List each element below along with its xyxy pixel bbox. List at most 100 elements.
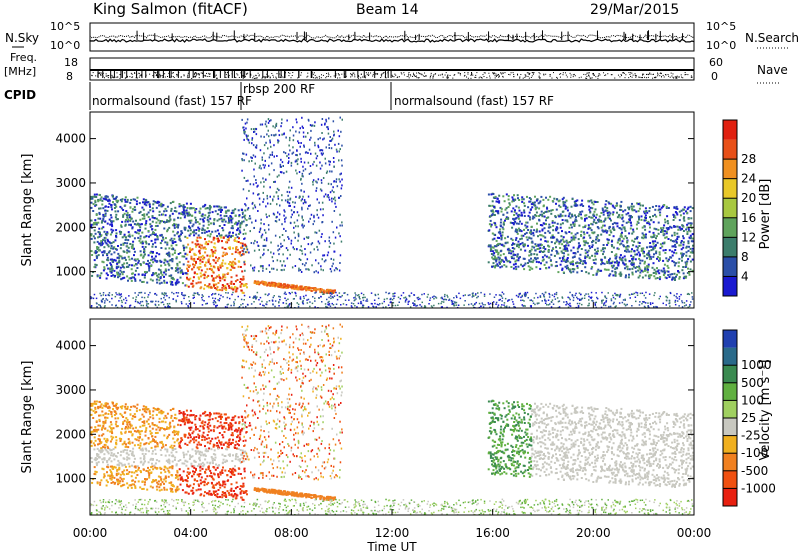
- nave-point: [290, 77, 292, 79]
- cpid-label: CPID: [4, 88, 36, 102]
- freq-tick-low: 8: [66, 70, 73, 83]
- power-cell: [604, 247, 606, 250]
- power-cell: [680, 252, 682, 255]
- power-cell: [164, 214, 167, 217]
- power-cell: [500, 238, 503, 241]
- nave-point: [368, 74, 370, 76]
- power-cell: [215, 305, 217, 308]
- nave-point: [532, 72, 534, 74]
- power-cell: [354, 305, 356, 307]
- power-cell: [283, 214, 285, 217]
- nave-point: [635, 75, 637, 77]
- power-cell: [95, 251, 98, 254]
- power-cell: [298, 171, 301, 173]
- power-cell: [272, 303, 274, 306]
- power-cell: [165, 292, 167, 295]
- power-cell: [223, 218, 226, 221]
- power-cell: [214, 276, 217, 279]
- nave-point: [648, 73, 650, 75]
- power-cell: [683, 219, 686, 222]
- power-cell: [652, 231, 655, 234]
- power-cell: [225, 241, 228, 244]
- power-cell: [318, 229, 321, 232]
- power-cell: [285, 302, 288, 305]
- nave-point: [646, 77, 648, 79]
- power-cell: [289, 286, 291, 289]
- power-cell: [311, 287, 314, 290]
- power-cell: [253, 227, 255, 229]
- power-cell: [300, 287, 303, 290]
- power-cell: [407, 301, 410, 303]
- power-cell: [650, 274, 653, 277]
- power-cell: [134, 208, 137, 211]
- power-cell: [594, 303, 596, 306]
- power-cell: [175, 210, 178, 213]
- power-cell: [685, 300, 688, 302]
- power-cell: [556, 222, 559, 225]
- power-cell: [635, 210, 638, 213]
- power-cell: [226, 283, 229, 286]
- power-cell: [327, 128, 329, 131]
- power-cell: [576, 296, 578, 299]
- power-cell: [491, 256, 494, 259]
- power-cell: [260, 135, 262, 138]
- nave-point: [393, 76, 395, 78]
- power-cell: [385, 306, 387, 308]
- power-cell: [376, 303, 379, 306]
- power-cell: [310, 290, 313, 292]
- power-cell: [180, 301, 183, 303]
- power-cell: [209, 235, 212, 238]
- power-cell: [507, 249, 510, 252]
- power-cell: [351, 306, 353, 309]
- power-cell: [147, 263, 150, 266]
- power-cell: [647, 268, 649, 271]
- power-cell: [163, 293, 165, 296]
- power-cell: [176, 295, 179, 297]
- nave-point: [634, 74, 636, 76]
- nave-point: [372, 75, 374, 77]
- power-cell: [632, 257, 635, 260]
- power-cell: [106, 264, 108, 267]
- power-cell: [139, 210, 142, 213]
- power-cell: [163, 281, 166, 284]
- power-cell: [148, 267, 151, 270]
- power-cell: [558, 204, 561, 207]
- power-cell: [244, 130, 246, 133]
- power-cell: [120, 225, 123, 228]
- power-cell: [306, 302, 309, 304]
- power-cell: [332, 289, 335, 292]
- power-cell: [171, 248, 174, 251]
- power-cell: [378, 304, 380, 306]
- power-cell: [91, 197, 94, 200]
- power-cell: [470, 303, 473, 305]
- power-cell: [529, 200, 532, 203]
- power-cell: [190, 255, 193, 258]
- power-cell: [118, 292, 120, 295]
- power-cell: [161, 239, 163, 242]
- nave-point: [187, 72, 189, 74]
- power-cell: [622, 220, 625, 223]
- power-cell: [151, 216, 154, 219]
- power-cell: [208, 240, 211, 243]
- power-cell: [310, 129, 312, 132]
- power-cell: [504, 237, 507, 240]
- power-cell: [121, 220, 124, 223]
- nave-point: [665, 74, 667, 76]
- power-cell: [121, 198, 124, 201]
- power-cell: [456, 296, 458, 299]
- power-cell: [362, 299, 365, 302]
- nave-point: [498, 75, 500, 77]
- power-cell: [602, 250, 605, 253]
- power-cell: [278, 129, 280, 132]
- power-cell: [682, 277, 685, 280]
- power-cell: [278, 285, 281, 288]
- power-cell: [178, 203, 181, 205]
- power-cell: [340, 130, 342, 133]
- power-cell: [299, 285, 302, 288]
- power-cell: [594, 258, 597, 261]
- power-cell: [92, 223, 95, 226]
- power-cell: [647, 222, 650, 224]
- power-cell: [133, 206, 136, 209]
- nave-point: [279, 76, 281, 78]
